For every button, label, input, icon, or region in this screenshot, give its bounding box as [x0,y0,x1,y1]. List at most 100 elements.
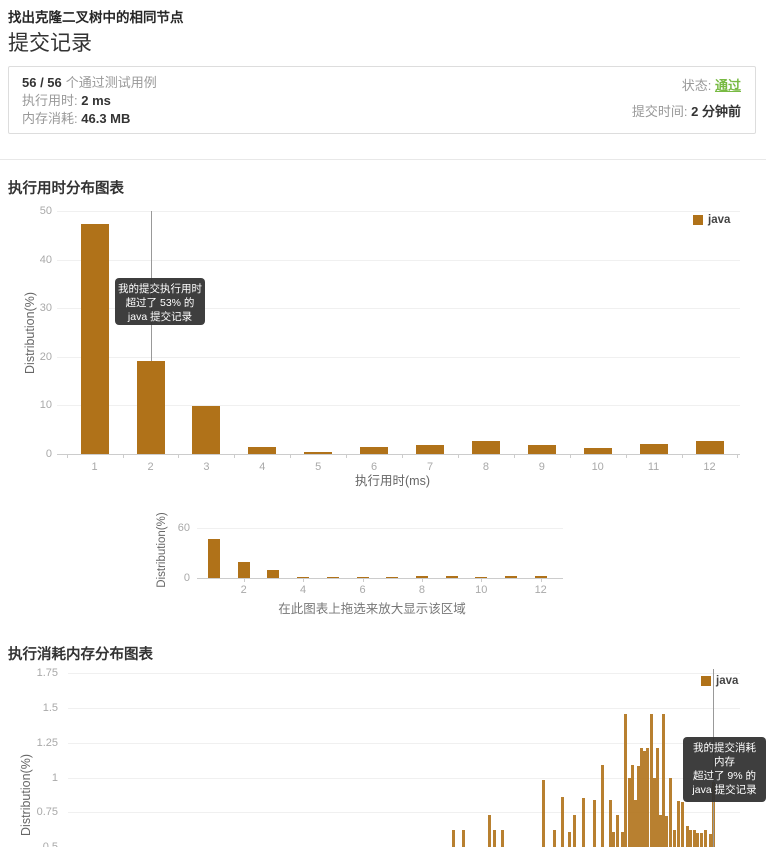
memory-bar[interactable] [542,780,545,847]
x-axis-tick [290,454,292,458]
memory-bar[interactable] [656,748,659,847]
runtime-overview-chart[interactable]: 0 60 2 4 6 8 10 12 [0,515,766,596]
memory-bar[interactable] [640,748,643,847]
tooltip-line: java 提交记录 [692,784,757,796]
tooltip-line: java 提交记录 [127,311,193,323]
memory-bar[interactable] [616,814,619,847]
status-accepted-link[interactable]: 通过 [714,78,741,93]
runtime-bar[interactable] [80,224,109,454]
section-divider [0,159,766,160]
memory-legend[interactable]: java [701,675,738,687]
runtime-bar[interactable] [304,452,333,454]
memory-bar[interactable] [601,765,604,847]
memory-bar[interactable] [493,830,496,847]
memory-bar[interactable] [709,834,712,847]
memory-bar[interactable] [593,799,596,847]
overview-bar[interactable] [267,569,280,578]
summary-right-column: 状态: 通过 提交时间: 2 分钟前 [632,78,741,120]
overview-bar[interactable] [534,575,547,578]
memory-bar[interactable] [621,831,624,847]
memory-bar[interactable] [650,713,653,847]
memory-bar[interactable] [637,766,640,847]
memory-bar[interactable] [689,830,692,847]
section-title: 提交记录 [8,32,92,55]
runtime-bar[interactable] [527,444,556,454]
memory-bar[interactable] [700,833,703,847]
summary-left-column: 56 / 56 个通过测试用例 执行用时: 2 ms 内存消耗: 46.3 MB [22,74,157,128]
runtime-bar[interactable] [416,445,444,454]
memory-bar[interactable] [634,799,637,847]
memory-value: 46.3 MB [81,111,131,126]
runtime-label: 执行用时: [22,93,78,108]
overview-bar[interactable] [208,538,220,578]
gridline [57,308,740,310]
overview-bar[interactable] [445,576,458,578]
x-axis-tick [625,454,627,458]
overview-bar[interactable] [297,576,310,578]
memory-bar[interactable] [609,799,612,847]
memory-bar[interactable] [612,831,615,847]
tooltip-line: 超过了 53% 的 [125,297,195,309]
x-tick-label: 7 [426,461,434,473]
x-tick-label: 12 [703,461,716,473]
runtime-legend-label: java [708,214,731,226]
tooltip-line: 内存 [714,756,735,768]
memory-bar[interactable] [673,830,676,847]
memory-bar[interactable] [643,751,646,847]
memory-bar[interactable] [631,765,634,847]
runtime-legend[interactable]: java [693,214,730,226]
runtime-marker-tooltip: 我的提交执行用时 超过了 53% 的 java 提交记录 [115,278,205,325]
x-tick-label: 2 [240,584,247,596]
gridline [57,356,740,358]
memory-bar[interactable] [665,816,668,847]
overview-bar[interactable] [386,576,399,578]
memory-bar[interactable] [452,830,455,847]
memory-bar[interactable] [582,798,585,847]
memory-bar[interactable] [488,814,491,847]
status-row: 状态: 通过 [632,78,741,94]
memory-bar[interactable] [553,830,556,847]
memory-bar[interactable] [462,830,465,847]
memory-bar[interactable] [693,830,696,847]
memory-bar[interactable] [624,713,627,847]
overview-bar[interactable] [326,577,339,578]
runtime-bar[interactable] [136,360,165,454]
runtime-bar[interactable] [360,447,389,454]
page-title: 找出克隆二叉树中的相同节点 [8,10,184,25]
x-axis-tick [66,454,68,458]
memory-bar[interactable] [704,830,707,847]
memory-bar[interactable] [573,814,576,847]
overview-bar[interactable] [237,562,250,578]
runtime-bar[interactable] [583,448,612,454]
runtime-bar[interactable] [248,446,277,454]
memory-distribution-chart[interactable]: 0.5 0.75 1 1.25 1.5 1.75 [0,640,766,847]
runtime-bar[interactable] [192,405,221,454]
runtime-bar[interactable] [471,440,500,454]
memory-bar[interactable] [681,802,684,847]
memory-bar[interactable] [628,777,631,847]
overview-bar[interactable] [415,575,428,578]
y-tick-label: 30 [39,302,52,315]
runtime-bar[interactable] [639,443,668,454]
runtime-bar[interactable] [695,440,724,454]
memory-bar[interactable] [653,777,656,847]
overview-bar[interactable] [475,577,488,578]
x-tick-label: 1 [91,461,98,473]
memory-bar[interactable] [646,748,649,847]
overview-bar[interactable] [356,576,369,578]
memory-y-axis-label: Distribution(%) [19,754,33,836]
memory-bar[interactable] [568,831,571,847]
x-tick-label: 4 [300,584,307,596]
memory-bar[interactable] [561,796,564,847]
memory-bar[interactable] [501,830,504,847]
x-axis-tick [122,454,124,458]
runtime-distribution-chart[interactable]: 0 10 20 30 40 50 1 2 3 4 5 6 7 8 9 10 11 12 [0,205,766,505]
memory-bar[interactable] [677,801,680,847]
memory-bar[interactable] [659,814,662,847]
x-tick-label: 10 [591,461,604,473]
memory-bar[interactable] [696,833,699,847]
memory-bar[interactable] [686,826,689,847]
memory-bar[interactable] [662,713,665,847]
memory-bar[interactable] [669,777,672,847]
overview-bar[interactable] [505,576,517,578]
